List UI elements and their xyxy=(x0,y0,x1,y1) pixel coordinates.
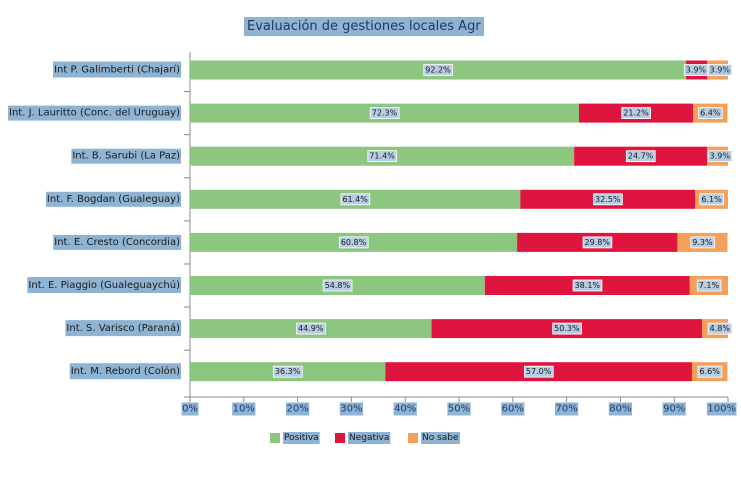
data-label-bg xyxy=(552,322,582,335)
data-label-bg xyxy=(369,107,400,119)
data-label: 6.1% xyxy=(701,195,722,204)
data-label: 7.1% xyxy=(699,281,720,290)
x-tick-label: 20% xyxy=(286,404,308,415)
x-tick-label: 30% xyxy=(340,404,362,415)
data-label: 6.6% xyxy=(700,367,721,376)
legend-label-bg xyxy=(348,432,391,444)
data-label: 92.2% xyxy=(425,66,451,75)
data-label: 6.4% xyxy=(700,109,721,118)
x-tick-label: 0% xyxy=(182,404,198,415)
data-label-bg xyxy=(625,150,656,163)
x-tick-label-bg xyxy=(608,402,633,416)
category-label-bg xyxy=(53,234,182,250)
data-label: 4.8% xyxy=(710,324,731,333)
data-label-bg xyxy=(338,236,369,249)
data-label: 29.8% xyxy=(585,238,611,247)
x-tick-label: 100% xyxy=(707,404,736,415)
x-tick-label-bg xyxy=(393,402,417,416)
category-label-bg xyxy=(27,277,182,293)
data-label: 3.9% xyxy=(686,66,707,75)
data-label-bg xyxy=(582,236,613,249)
data-label: 60.8% xyxy=(341,238,367,247)
category-label: Int. M. Rebord (Colón) xyxy=(71,365,180,377)
data-label: 32.5% xyxy=(595,195,621,204)
category-label: Int. E. Piaggio (Gualeguaychú) xyxy=(28,279,180,291)
data-label-bg xyxy=(707,150,733,163)
data-label-bg xyxy=(367,150,398,163)
data-label: 38.1% xyxy=(575,281,601,290)
data-label: 71.4% xyxy=(369,152,395,161)
data-label-bg xyxy=(524,365,554,378)
category-label: Int. F. Bogdan (Gualeguay) xyxy=(47,194,180,205)
category-label: Int. J. Lauritto (Conc. del Uruguay) xyxy=(9,108,180,119)
category-label: Int. S. Varisco (Paraná) xyxy=(66,322,180,334)
data-label: 9.3% xyxy=(692,238,713,247)
data-label: 24.7% xyxy=(628,152,654,161)
category-label-bg xyxy=(69,363,182,380)
data-label-bg xyxy=(696,279,722,292)
category-label-bg xyxy=(53,61,182,78)
data-label-bg xyxy=(697,365,723,378)
x-tick-label-bg xyxy=(232,402,256,416)
x-tick-label-bg xyxy=(285,402,310,416)
x-tick-label: 60% xyxy=(502,404,524,415)
data-label-bg xyxy=(707,322,733,335)
data-label: 21.2% xyxy=(623,109,649,118)
category-label: Int. B. Sarubi (La Paz) xyxy=(72,151,180,162)
x-tick-label-bg xyxy=(501,402,525,416)
x-tick-label: 50% xyxy=(448,404,470,415)
legend-swatch xyxy=(270,433,280,443)
legend-label-bg xyxy=(421,432,461,444)
category-label: Int P. Galimberti (Chajarí) xyxy=(54,64,180,76)
legend-swatch xyxy=(335,433,345,443)
category-label: Int. E. Cresto (Concordia) xyxy=(54,237,180,248)
data-label-bg xyxy=(340,193,371,206)
x-tick-label-bg xyxy=(181,402,199,416)
chart-title: Evaluación de gestiones locales Agr xyxy=(244,17,484,36)
data-label: 72.3% xyxy=(372,109,398,118)
data-label-bg xyxy=(572,279,603,292)
data-label: 36.3% xyxy=(275,367,301,376)
category-label-bg xyxy=(8,105,182,121)
category-label-bg xyxy=(71,148,182,164)
x-tick-label: 90% xyxy=(663,404,685,415)
x-tick-label-bg xyxy=(554,402,579,416)
data-label: 57.0% xyxy=(526,367,552,376)
x-tick-label-bg xyxy=(706,402,737,416)
x-tick-label: 10% xyxy=(233,404,255,415)
x-tick-label-bg xyxy=(339,402,364,416)
data-label-bg xyxy=(593,193,623,206)
x-tick-label-bg xyxy=(447,402,471,416)
legend-swatch xyxy=(408,433,418,443)
data-label-bg xyxy=(621,107,652,119)
data-label-bg xyxy=(698,107,723,119)
data-label-bg xyxy=(423,64,454,76)
data-label: 54.8% xyxy=(325,281,351,290)
legend-label: Negativa xyxy=(349,433,389,443)
data-label-bg xyxy=(322,279,353,292)
legend-label: Positiva xyxy=(284,433,319,443)
data-label-bg xyxy=(296,322,326,335)
data-label: 3.9% xyxy=(710,66,731,75)
data-label: 44.9% xyxy=(298,324,324,333)
data-label-bg xyxy=(273,365,303,378)
x-tick-label: 40% xyxy=(394,404,416,415)
data-label: 50.3% xyxy=(554,324,580,333)
data-label-bg xyxy=(699,193,725,206)
data-label-bg xyxy=(690,236,715,249)
category-label-bg xyxy=(65,320,182,337)
x-tick-label-bg xyxy=(662,402,686,416)
category-label-bg xyxy=(45,191,182,207)
x-tick-label: 70% xyxy=(555,404,577,415)
data-label: 3.9% xyxy=(710,152,731,161)
data-label-bg xyxy=(707,64,733,76)
legend-label: No sabe xyxy=(422,433,459,443)
data-label: 61.4% xyxy=(342,195,368,204)
legend-label-bg xyxy=(283,432,320,444)
x-tick-label: 80% xyxy=(609,404,631,415)
